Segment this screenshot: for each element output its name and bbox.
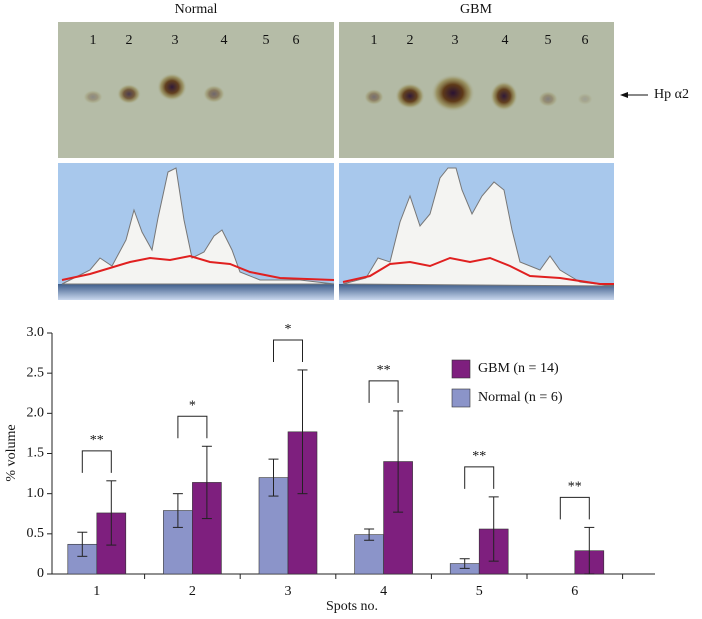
lane-label: 5 xyxy=(545,33,552,48)
gel-spots xyxy=(83,73,593,112)
lane-label: 5 xyxy=(263,33,270,48)
x-tick-label: 4 xyxy=(380,584,387,599)
lane-label: 4 xyxy=(502,33,509,48)
lane-label: 1 xyxy=(371,33,378,48)
gel-images xyxy=(58,22,615,300)
band-arrowhead xyxy=(620,92,628,98)
density-peaks xyxy=(342,167,615,287)
legend-label: Normal (n = 6) xyxy=(478,390,563,405)
bar-chart: 0 0.5 1.0 1.5 2.0 2.5 3.0 1 ** 2 * 3 * 4 ** 5 ** 6 ** GBM (… xyxy=(4,322,655,614)
significance-label: ** xyxy=(472,449,486,464)
y-tick-label: 3.0 xyxy=(27,325,45,340)
gel-normal xyxy=(58,22,334,158)
y-tick-label: 1.0 xyxy=(27,486,45,501)
significance-bracket xyxy=(368,380,399,403)
y-tick-label: 2.5 xyxy=(27,365,45,380)
lane-label: 2 xyxy=(407,33,414,48)
lane-label: 3 xyxy=(452,33,459,48)
x-tick-label: 1 xyxy=(93,584,100,599)
significance-label: ** xyxy=(377,363,391,378)
significance-bracket xyxy=(464,466,495,489)
bar xyxy=(287,431,318,575)
x-tick-label: 6 xyxy=(571,584,578,599)
lane-label: 1 xyxy=(90,33,97,48)
y-tick-label: 1.5 xyxy=(27,446,45,461)
lane-label: 6 xyxy=(293,33,300,48)
significance-label: ** xyxy=(90,433,104,448)
panel-label: Normal xyxy=(175,2,218,17)
y-tick-label: 0 xyxy=(37,566,44,581)
gel-gbm xyxy=(339,22,614,158)
significance-bracket xyxy=(273,339,303,362)
significance-bracket xyxy=(559,496,590,520)
y-tick-label: 0.5 xyxy=(27,526,45,541)
significance-label: * xyxy=(285,322,292,337)
legend-label: GBM (n = 14) xyxy=(478,361,559,376)
trace-line xyxy=(61,254,335,281)
y-tick-label: 2.0 xyxy=(27,406,45,421)
trace-line xyxy=(342,256,614,285)
x-tick-label: 5 xyxy=(476,584,483,599)
significance-label: ** xyxy=(568,480,582,495)
lane-label: 2 xyxy=(126,33,133,48)
significance-label: * xyxy=(189,398,196,413)
legend-swatch xyxy=(451,388,471,408)
x-tick-label: 3 xyxy=(285,584,292,599)
density-peaks xyxy=(61,167,335,285)
lane-labels: 1 2 3 4 5 6 1 2 3 4 5 6 xyxy=(90,33,589,48)
significance-bracket xyxy=(177,415,208,439)
lane-label: 6 xyxy=(582,33,589,48)
plot-floor xyxy=(58,284,334,300)
x-tick-label: 2 xyxy=(189,584,196,599)
plot-floor xyxy=(339,284,614,300)
band-label: Hp α2 xyxy=(654,87,689,102)
lane-label: 4 xyxy=(221,33,228,48)
legend-swatch xyxy=(451,359,471,379)
bar xyxy=(354,534,384,575)
significance-bracket xyxy=(81,450,112,473)
panel-label: GBM xyxy=(460,2,492,17)
y-axis-label: % volume xyxy=(4,424,19,481)
x-axis-label: Spots no. xyxy=(326,599,378,614)
lane-label: 3 xyxy=(172,33,179,48)
